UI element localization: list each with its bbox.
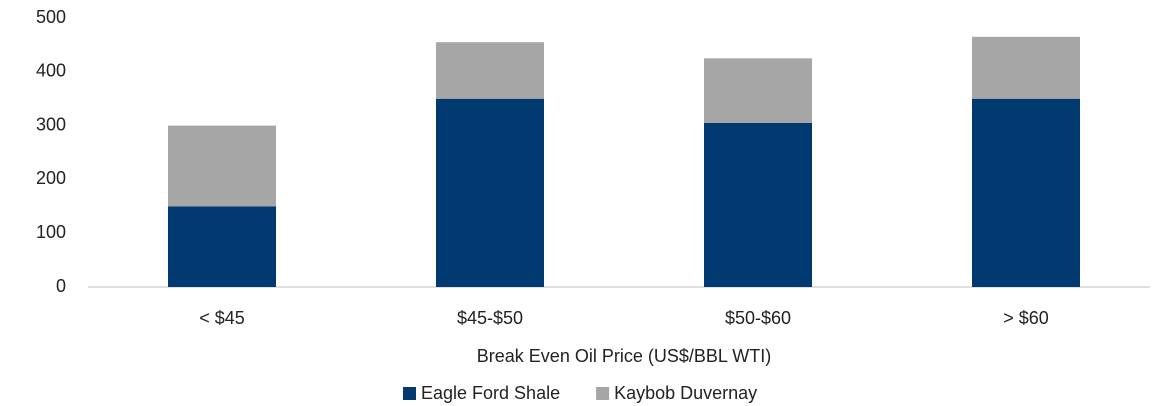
bar-segment bbox=[704, 58, 812, 123]
y-tick-label: 100 bbox=[36, 222, 66, 242]
x-tick-label: < $45 bbox=[199, 308, 245, 328]
bar-segment bbox=[436, 98, 544, 287]
y-tick-label: 200 bbox=[36, 168, 66, 188]
bar-segment bbox=[168, 206, 276, 287]
bar-segment bbox=[168, 125, 276, 207]
y-tick-label: 300 bbox=[36, 114, 66, 134]
y-tick-label: 0 bbox=[56, 276, 66, 296]
bar-segment bbox=[972, 36, 1080, 99]
x-axis-title: Break Even Oil Price (US$/BBL WTI) bbox=[477, 346, 771, 366]
bar-segment bbox=[704, 122, 812, 287]
y-tick-label: 500 bbox=[36, 7, 66, 27]
legend-label: Eagle Ford Shale bbox=[421, 383, 560, 403]
legend-swatch bbox=[596, 387, 610, 400]
x-tick-label: $50-$60 bbox=[725, 308, 791, 328]
y-tick-label: 400 bbox=[36, 61, 66, 81]
legend-swatch bbox=[403, 387, 416, 400]
bar-segment bbox=[972, 98, 1080, 287]
x-tick-label: $45-$50 bbox=[457, 308, 523, 328]
bar-segment bbox=[436, 42, 544, 99]
x-tick-label: > $60 bbox=[1003, 308, 1049, 328]
legend-label: Kaybob Duvernay bbox=[614, 383, 757, 403]
